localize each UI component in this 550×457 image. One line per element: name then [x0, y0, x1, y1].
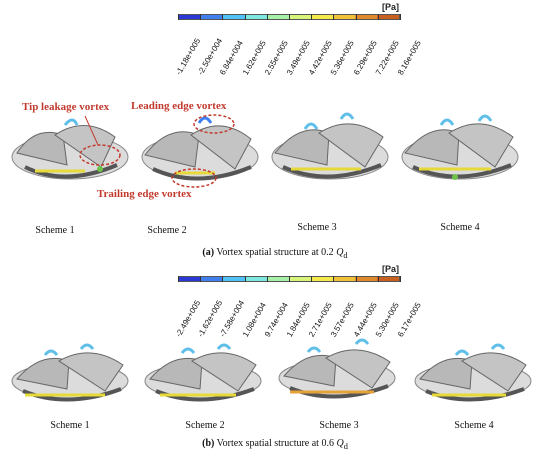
caption-a-prefix: (a) [202, 247, 214, 258]
annotation-leading-edge-vortex: Leading edge vortex [131, 100, 226, 112]
colorbar-tick [267, 276, 268, 282]
caption-b-prefix: (b) [202, 438, 214, 449]
caption-a-text: Vortex spatial structure at 0.2 [214, 247, 336, 258]
scheme-label-top-4: Scheme 4 [415, 222, 505, 233]
impeller-render-bottom-2 [138, 335, 268, 415]
colorbar-tick [178, 276, 179, 282]
impeller-render-bottom-4 [408, 335, 538, 415]
colorbar-tick [289, 276, 290, 282]
annotation-trailing-edge-vortex: Trailing edge vortex [97, 188, 192, 200]
scheme-label-bottom-3: Scheme 3 [294, 420, 384, 431]
scheme-label-top-3: Scheme 3 [272, 222, 362, 233]
colorbar-tick [400, 276, 401, 282]
colorbar-tick [222, 276, 223, 282]
colorbar-tick [200, 276, 201, 282]
caption-b-text: Vortex spatial structure at 0.6 [214, 438, 336, 449]
colorbar-tick [378, 276, 379, 282]
caption-b-sub: d [344, 442, 348, 451]
scheme-label-top-1: Scheme 1 [10, 225, 100, 236]
colorbar-tick [356, 276, 357, 282]
caption-b-q: Q [336, 438, 343, 449]
scheme-label-bottom-2: Scheme 2 [160, 420, 250, 431]
scheme-label-top-2: Scheme 2 [122, 225, 212, 236]
colorbar-tick [311, 276, 312, 282]
impeller-render-bottom-3 [272, 332, 402, 412]
caption-a: (a) Vortex spatial structure at 0.2 Qd [0, 247, 550, 260]
annotation-tip-leakage-vortex: Tip leakage vortex [22, 101, 109, 113]
scheme-label-bottom-1: Scheme 1 [25, 420, 115, 431]
caption-b: (b) Vortex spatial structure at 0.6 Qd [0, 438, 550, 451]
colorbar-unit-bottom: [Pa] [382, 264, 399, 274]
impeller-render-bottom-1 [5, 335, 135, 415]
scheme-label-bottom-4: Scheme 4 [429, 420, 519, 431]
caption-a-sub: d [343, 251, 347, 260]
colorbar-tick [245, 276, 246, 282]
colorbar-tick [333, 276, 334, 282]
